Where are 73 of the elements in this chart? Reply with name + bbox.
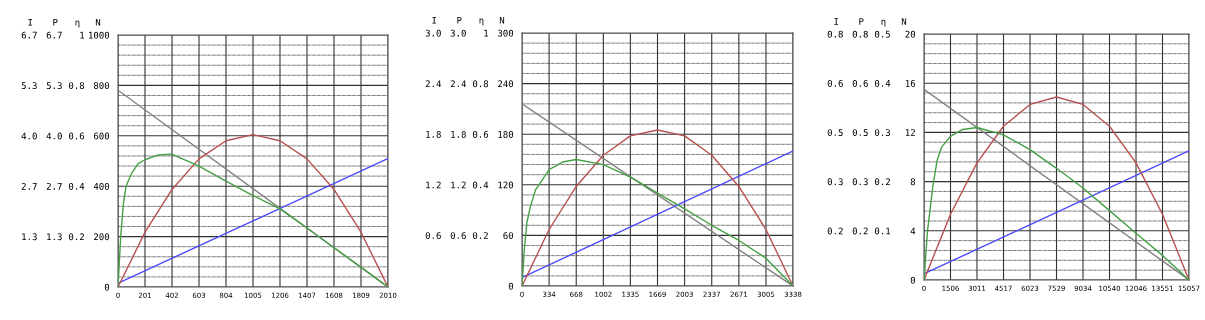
- y2-axis-title: η: [479, 18, 484, 26]
- y3-tick-label: 1.2: [451, 181, 466, 189]
- y-tick-label: 1000: [89, 31, 110, 39]
- y-tick-label: 16: [905, 79, 916, 87]
- y3-axis-title: P: [457, 16, 462, 24]
- y-tick-label: 120: [498, 181, 514, 189]
- text: 1.3: [22, 233, 37, 241]
- y3-tick-label: 5.3: [46, 82, 62, 89]
- y3-tick-label: 1.8: [451, 130, 466, 138]
- y2-axis-title: η: [881, 19, 886, 27]
- y2-tick-label: 0.6: [68, 132, 85, 140]
- text: 2.4: [425, 80, 442, 88]
- y2-axis-title: η: [75, 20, 80, 28]
- y2-tick-label: 1: [484, 29, 489, 37]
- y-tick-label: 60: [503, 232, 514, 239]
- text: I: [834, 18, 839, 25]
- y-tick-label: 300: [497, 29, 514, 37]
- y2-tick-label: 0.3: [874, 129, 890, 136]
- text: 5.3: [21, 82, 37, 89]
- y-tick-label: 800: [93, 82, 110, 89]
- y3-tick-label: 0.6: [852, 79, 868, 87]
- text: 0.6: [425, 232, 441, 239]
- text: 0.6: [827, 79, 843, 87]
- y-tick-label: 0: [910, 276, 916, 284]
- y2-tick-label: 0.8: [68, 82, 85, 89]
- y2-tick-label: 0.4: [874, 79, 891, 87]
- y2-tick-label: 0.4: [472, 181, 489, 189]
- y2-tick-label: 0.4: [68, 182, 85, 190]
- y2-tick-label: 0.1: [874, 227, 891, 235]
- text: 6.7: [21, 31, 37, 39]
- text: 3.0: [425, 29, 441, 37]
- text: 1.8: [426, 130, 441, 138]
- text: 0.5: [827, 129, 843, 136]
- y-tick-label: 180: [498, 130, 514, 138]
- y3-tick-label: 0.3: [852, 178, 868, 186]
- y3-tick-label: 2.7: [46, 182, 62, 190]
- y3-axis-title: P: [859, 18, 864, 25]
- y3-tick-label: 0.5: [852, 129, 868, 136]
- y3-tick-label: 3.0: [450, 29, 466, 37]
- y3-tick-label: 0.2: [852, 227, 868, 235]
- y-axis-title: N: [95, 18, 101, 26]
- y2-tick-label: 0.6: [472, 130, 489, 138]
- y3-tick-label: 0.8: [852, 30, 868, 38]
- y-tick-label: 600: [93, 132, 110, 140]
- y-tick-label: 4: [910, 227, 916, 235]
- y-tick-label: 240: [498, 80, 514, 88]
- y-tick-label: 400: [93, 182, 110, 190]
- y3-axis-title: P: [53, 18, 58, 26]
- y-tick-label: 200: [94, 233, 110, 241]
- y3-tick-label: 0.6: [450, 232, 466, 239]
- y-tick-label: 12: [905, 129, 915, 136]
- y2-tick-label: 1: [80, 31, 85, 39]
- text: 1.2: [426, 181, 441, 189]
- y2-tick-label: 0.5: [874, 30, 890, 38]
- y-axis-title: N: [499, 16, 505, 24]
- y3-tick-label: 4.0: [46, 132, 62, 140]
- y2-tick-label: 0.8: [472, 80, 489, 88]
- text: 2.7: [21, 182, 37, 190]
- y-axis-title: N: [901, 18, 907, 25]
- text: 0.8: [827, 30, 843, 38]
- y3-tick-label: 2.4: [450, 80, 467, 88]
- text: I: [432, 16, 437, 24]
- y3-tick-label: 6.7: [46, 31, 62, 39]
- y2-tick-label: 0.2: [68, 233, 84, 241]
- text: 0.2: [827, 227, 843, 235]
- y-tick-label: 20: [905, 30, 916, 38]
- text: 0.3: [827, 178, 843, 186]
- y2-tick-label: 0.2: [874, 178, 890, 186]
- y-tick-label: 8: [910, 178, 916, 186]
- y3-tick-label: 1.3: [47, 233, 62, 241]
- text: I: [28, 18, 33, 26]
- y2-tick-label: 0.2: [472, 232, 488, 239]
- text: 4.0: [21, 132, 37, 140]
